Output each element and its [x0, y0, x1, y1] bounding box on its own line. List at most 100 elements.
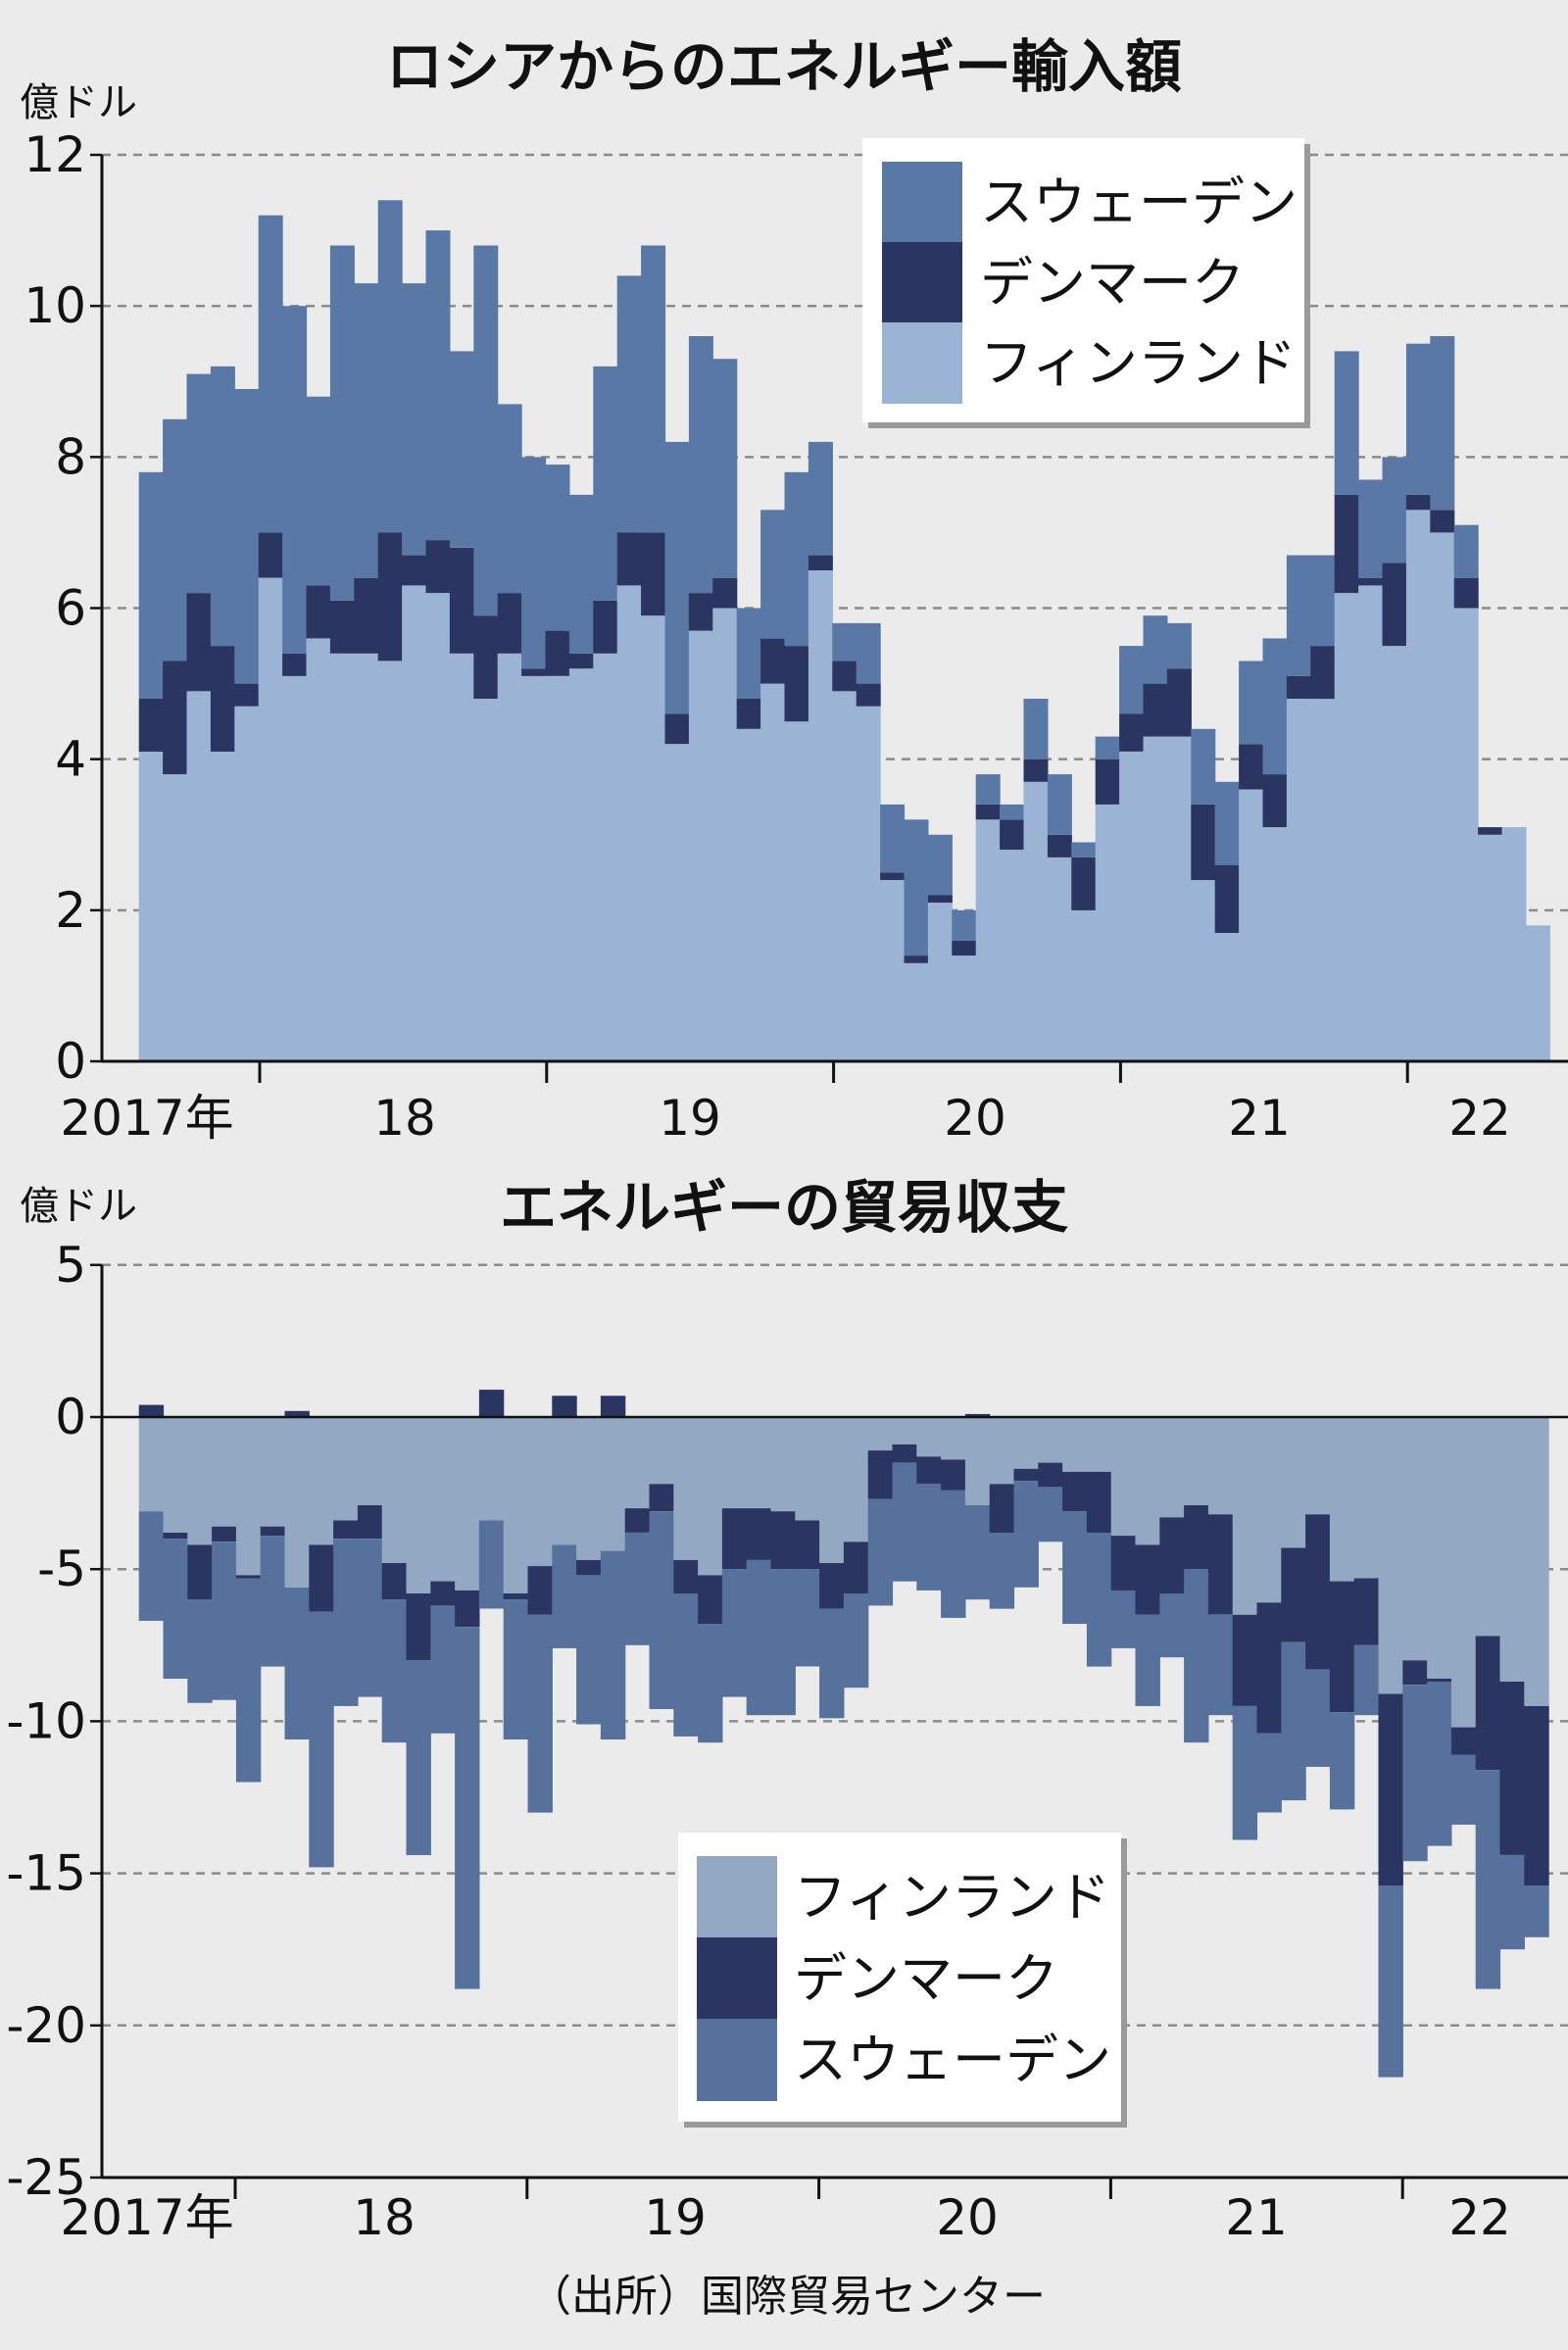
bar-sweden-2021-05 [1207, 1614, 1234, 1716]
bar-denmark-2017-12 [234, 683, 260, 707]
bar-finland-2019-10 [760, 683, 786, 1061]
y-tick-label: 0 [55, 1033, 86, 1090]
y-tick-label: 5 [55, 1237, 86, 1294]
bar-denmark-2020-09 [1013, 1468, 1039, 1482]
bar-finland-2018-05 [354, 653, 379, 1061]
bar-finland-2018-03 [306, 638, 331, 1061]
bar-denmark-2021-08 [1281, 1547, 1306, 1642]
legend-label-denmark: デンマーク [794, 1948, 1058, 2010]
legend-swatch-sweden [882, 162, 962, 243]
bar-sweden-2020-02 [856, 622, 881, 684]
bar-finland-2018-01 [235, 1417, 262, 1576]
bar-denmark-2018-10 [455, 1590, 480, 1628]
bar-finland-2019-12 [808, 570, 833, 1061]
bar-sweden-2021-03 [1159, 1593, 1185, 1658]
bar-sweden-2021-05 [1214, 781, 1240, 865]
bar-denmark-2019-05 [624, 1508, 651, 1533]
bar-denmark-2021-11 [1358, 577, 1384, 586]
bar-finland-2022-06 [1525, 925, 1550, 1061]
bar-finland-2021-03 [1159, 1417, 1185, 1518]
bar-sweden-2018-01 [258, 215, 283, 533]
bar-sweden-2019-04 [616, 275, 642, 533]
legend-label-sweden: スウェーデン [980, 171, 1298, 233]
bar-denmark-2019-02 [568, 653, 594, 669]
legend-label-finland: フィンランド [794, 1867, 1110, 1929]
bar-denmark-2020-02 [856, 683, 881, 707]
y-tick-label: 2 [55, 882, 86, 939]
bar-sweden-2021-03 [1166, 622, 1192, 669]
x-tick-label: 22 [1448, 2189, 1511, 2246]
bar-finland-2022-03 [1450, 1417, 1477, 1728]
bar-denmark-2018-03 [306, 585, 331, 639]
bar-finland-2017-10 [163, 1417, 188, 1533]
bar-finland-2019-07 [688, 630, 713, 1061]
bar-denmark-2018-07 [402, 555, 427, 586]
chart-title: ロシアからのエネルギー輸入額 [386, 33, 1182, 100]
x-tick-label: 21 [1225, 2189, 1288, 2246]
bar-finland-2022-01 [1405, 510, 1431, 1061]
bar-denmark-2018-08 [425, 540, 451, 594]
bar-sweden-2022-01 [1405, 343, 1431, 495]
bar-denmark-2020-11 [1071, 857, 1097, 910]
bar-denmark-2021-06 [1239, 744, 1264, 790]
bar-denmark-2021-09 [1310, 646, 1336, 700]
bar-denmark-2022-04 [1475, 1636, 1501, 1771]
bar-denmark-2018-04 [309, 1544, 334, 1612]
bar-finland-2017-11 [210, 752, 235, 1061]
bar-sweden-2020-05 [927, 834, 953, 896]
bar-finland-2020-12 [1095, 804, 1120, 1061]
bar-finland-2020-07 [975, 819, 1001, 1061]
bar-finland-2021-04 [1191, 880, 1216, 1061]
bar-finland-2022-05 [1499, 1417, 1525, 1682]
bar-finland-2019-10 [746, 1417, 772, 1509]
bar-denmark-2021-02 [1143, 683, 1168, 737]
bar-denmark-2018-10 [473, 615, 499, 699]
bar-finland-2021-10 [1329, 1417, 1355, 1582]
bar-finland-2019-04 [616, 585, 642, 1061]
bar-denmark-2021-07 [1262, 774, 1288, 828]
bar-denmark-2019-12 [795, 1520, 820, 1570]
bar-denmark-2018-05 [354, 577, 379, 654]
y-tick-label: -25 [6, 2149, 86, 2206]
bar-finland-2018-10 [473, 699, 499, 1061]
bar-finland-2020-10 [1047, 857, 1072, 1061]
bar-sweden-2019-08 [712, 359, 738, 578]
bar-sweden-2017-10 [186, 373, 212, 594]
bar-finland-2017-09 [163, 774, 188, 1061]
bar-finland-2018-02 [282, 675, 308, 1061]
bar-sweden-2018-03 [306, 396, 331, 586]
x-tick-label: 18 [353, 2189, 416, 2246]
bar-sweden-2021-04 [1191, 728, 1216, 805]
bar-finland-2020-02 [843, 1417, 869, 1542]
bar-finland-2018-02 [260, 1417, 286, 1527]
y-tick-label: 4 [55, 731, 86, 788]
bar-denmark-2017-10 [163, 1533, 188, 1540]
bar-finland-2022-01 [1402, 1417, 1428, 1661]
bar-sweden-2018-05 [354, 283, 379, 578]
y-tick-label: -15 [6, 1845, 86, 1902]
bar-denmark-2017-08 [138, 699, 164, 752]
bar-sweden-2018-10 [455, 1627, 480, 1989]
bar-sweden-2020-03 [867, 1498, 894, 1606]
bar-finland-2019-01 [545, 675, 570, 1061]
bar-finland-2019-11 [770, 1417, 796, 1512]
bar-sweden-2021-06 [1232, 1705, 1258, 1840]
bar-denmark-2019-08 [698, 1575, 723, 1625]
bar-sweden-2018-04 [329, 245, 355, 601]
bar-finland-2022-02 [1430, 532, 1455, 1061]
bar-denmark-2019-09 [736, 699, 761, 729]
y-tick-label: 8 [55, 428, 86, 485]
bar-denmark-2020-05 [927, 895, 953, 904]
bar-denmark-2020-10 [1038, 1462, 1063, 1488]
bar-denmark-2019-10 [746, 1508, 772, 1560]
y-tick-label: 6 [55, 580, 86, 637]
bar-sweden-2020-02 [843, 1593, 869, 1689]
bar-finland-2021-02 [1143, 736, 1168, 1061]
bar-finland-2020-08 [989, 1417, 1015, 1485]
bar-sweden-2018-08 [425, 230, 451, 541]
bar-finland-2018-12 [503, 1417, 529, 1593]
bar-finland-2020-07 [964, 1417, 991, 1505]
bar-sweden-2020-09 [1013, 1481, 1039, 1588]
bar-finland-2020-06 [941, 1417, 966, 1460]
bar-denmark-2018-01 [258, 532, 283, 578]
